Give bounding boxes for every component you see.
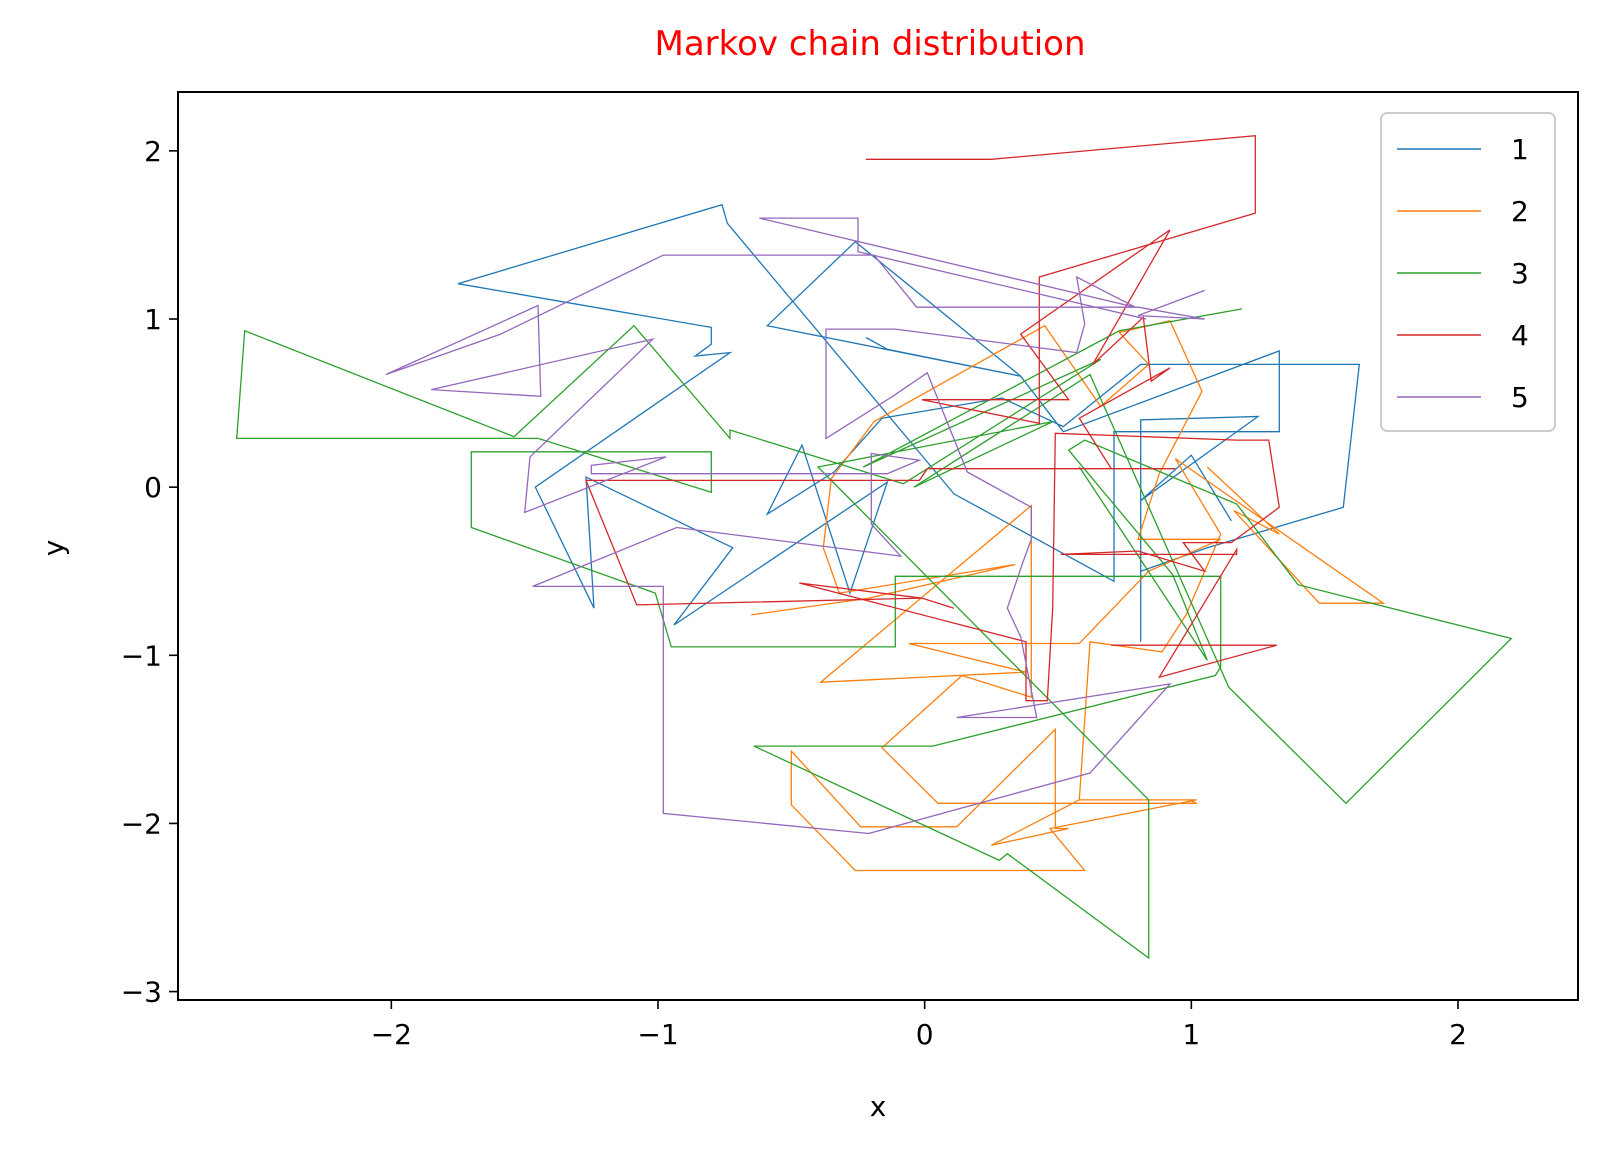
- legend-label-2: 2: [1511, 195, 1529, 228]
- legend-box: [1380, 112, 1556, 432]
- legend: 1 2 3 4 5: [1380, 112, 1556, 432]
- y-tick-label: −3: [121, 976, 162, 1009]
- series-line-5: [385, 217, 1205, 835]
- legend-label-4: 4: [1511, 319, 1529, 352]
- legend-label-1: 1: [1511, 133, 1529, 166]
- x-axis: −2 −1 0 1 2: [371, 1000, 1467, 1051]
- y-tick-label: 2: [144, 135, 162, 168]
- x-tick-label: −2: [371, 1018, 412, 1051]
- y-tick-label: 0: [144, 471, 162, 504]
- plot-frame: [177, 91, 1579, 1001]
- y-tick-label: 1: [144, 303, 162, 336]
- plot-area: [177, 91, 1579, 1001]
- x-axis-label: x: [870, 1090, 887, 1123]
- y-axis-label: y: [37, 540, 70, 557]
- x-tick-label: 2: [1449, 1018, 1467, 1051]
- y-tick-label: −2: [121, 807, 162, 840]
- series-line-1: [457, 203, 1361, 642]
- y-axis: −3 −2 −1 0 1 2: [121, 135, 178, 1009]
- legend-label-3: 3: [1511, 257, 1529, 290]
- legend-label-5: 5: [1511, 381, 1529, 414]
- chart-title: Markov chain distribution: [655, 24, 1086, 64]
- series-line-4: [585, 134, 1281, 702]
- y-tick-label: −1: [121, 639, 162, 672]
- x-tick-label: 1: [1182, 1018, 1200, 1051]
- x-tick-label: 0: [916, 1018, 934, 1051]
- series-line-2: [751, 319, 1386, 872]
- x-tick-label: −1: [637, 1018, 678, 1051]
- series-layer: [235, 134, 1513, 960]
- series-line-3: [235, 308, 1513, 960]
